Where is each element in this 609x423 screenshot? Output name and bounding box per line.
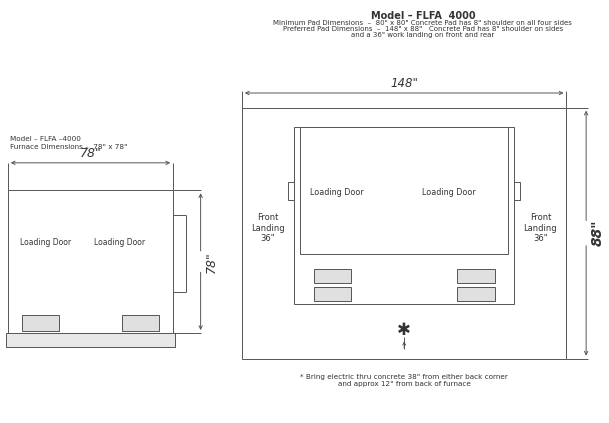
Text: 88": 88" bbox=[591, 220, 605, 246]
Bar bbox=[242, 108, 566, 359]
Bar bbox=[122, 315, 160, 331]
Text: Loading Door: Loading Door bbox=[310, 188, 364, 197]
Text: 78": 78" bbox=[80, 147, 101, 160]
Text: Minimum Pad Dimensions  –  80" x 80" Concrete Pad has 8" shoulder on all four si: Minimum Pad Dimensions – 80" x 80" Concr… bbox=[273, 20, 572, 26]
Bar bbox=[314, 269, 351, 283]
Text: and a 36" work landing on front and rear: and a 36" work landing on front and rear bbox=[351, 32, 495, 38]
Bar bbox=[457, 287, 495, 300]
Bar bbox=[22, 315, 59, 331]
Text: ✱: ✱ bbox=[397, 321, 411, 338]
Bar bbox=[6, 333, 175, 347]
Text: Front
Landing
36": Front Landing 36" bbox=[524, 213, 557, 243]
Text: Front
Landing
36": Front Landing 36" bbox=[251, 213, 285, 243]
Bar bbox=[314, 287, 351, 300]
Bar bbox=[8, 190, 173, 333]
Text: Preferred Pad Dimensions  –  148" x 88"   Concrete Pad has 8" shoulder on sides: Preferred Pad Dimensions – 148" x 88" Co… bbox=[283, 26, 563, 32]
Text: Model – FLFA –4000: Model – FLFA –4000 bbox=[10, 136, 81, 142]
Text: Loading Door: Loading Door bbox=[94, 238, 145, 247]
Text: 78": 78" bbox=[205, 251, 217, 272]
Text: 148": 148" bbox=[390, 77, 418, 90]
Text: Loading Door: Loading Door bbox=[422, 188, 476, 197]
Text: Loading Door: Loading Door bbox=[19, 238, 71, 247]
Bar bbox=[515, 182, 520, 200]
Bar bbox=[300, 127, 509, 254]
Bar bbox=[457, 269, 495, 283]
Bar bbox=[294, 127, 515, 305]
Bar bbox=[288, 182, 294, 200]
Text: * Bring electric thru concrete 38" from either back corner
and approx 12" from b: * Bring electric thru concrete 38" from … bbox=[300, 374, 508, 387]
Text: Model – FLFA  4000: Model – FLFA 4000 bbox=[370, 11, 475, 22]
Text: Furnace Dimensions –  78" x 78": Furnace Dimensions – 78" x 78" bbox=[10, 144, 127, 150]
